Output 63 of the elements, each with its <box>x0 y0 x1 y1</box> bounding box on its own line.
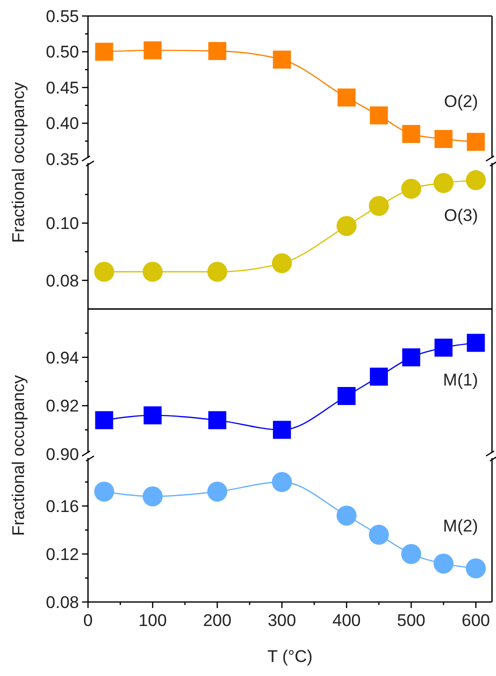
point <box>402 124 420 143</box>
y-tick-label: 0.90 <box>46 444 79 464</box>
point <box>466 334 485 352</box>
y-tick-label: 0.35 <box>46 150 79 169</box>
point <box>338 88 356 107</box>
series-label: M(2) <box>443 516 478 536</box>
point <box>466 132 485 151</box>
point <box>401 544 422 564</box>
y-axis-title: Fractional occupancy <box>9 82 28 243</box>
point <box>336 506 357 526</box>
point <box>272 50 291 69</box>
point <box>142 262 163 282</box>
point <box>208 411 226 430</box>
y-tick-label: 0.08 <box>46 592 79 612</box>
series-label: M(1) <box>443 370 478 390</box>
y-tick-label: 0.08 <box>46 271 79 290</box>
point <box>94 262 114 282</box>
x-tick-label: 500 <box>397 611 426 630</box>
y-tick-label: 0.50 <box>46 42 79 62</box>
point <box>402 348 420 366</box>
point <box>207 262 228 282</box>
y-tick-label: 0.92 <box>46 396 79 416</box>
point <box>142 486 163 506</box>
y-tick-label: 0.94 <box>46 348 79 368</box>
y-tick-label: 0.55 <box>46 6 79 26</box>
y-tick-label: 0.16 <box>46 496 79 516</box>
point <box>434 338 453 357</box>
y-tick-label: 0.40 <box>46 114 79 134</box>
y-axis-title: Fractional occupancy <box>9 374 28 536</box>
y-tick-label: 0.12 <box>46 544 79 564</box>
y-tick-label: 0.10 <box>46 214 79 234</box>
point <box>368 524 389 545</box>
point <box>144 41 162 60</box>
point <box>434 173 454 194</box>
point <box>336 216 357 236</box>
point <box>272 253 292 274</box>
x-tick-label: 100 <box>138 611 167 630</box>
point <box>370 106 388 124</box>
x-axis-title: T (°C) <box>267 647 313 666</box>
point <box>95 42 114 61</box>
y-tick-label: 0.45 <box>46 78 79 98</box>
point <box>401 178 422 199</box>
point <box>144 406 162 424</box>
point <box>94 482 114 502</box>
point <box>338 387 356 405</box>
x-tick-label: 0 <box>83 611 93 630</box>
series-label: O(3) <box>444 206 478 226</box>
x-tick-label: 300 <box>268 611 296 630</box>
point <box>434 554 454 574</box>
point <box>434 130 453 148</box>
point <box>207 482 228 502</box>
series-label: O(2) <box>444 92 478 111</box>
point <box>272 420 291 439</box>
point <box>466 170 486 190</box>
point <box>466 558 486 578</box>
point <box>368 196 389 216</box>
point <box>272 472 292 492</box>
point <box>370 368 388 386</box>
point <box>208 42 226 60</box>
x-tick-label: 600 <box>462 611 490 630</box>
x-tick-label: 200 <box>203 611 232 630</box>
point <box>95 411 114 430</box>
x-tick-label: 400 <box>332 611 361 630</box>
